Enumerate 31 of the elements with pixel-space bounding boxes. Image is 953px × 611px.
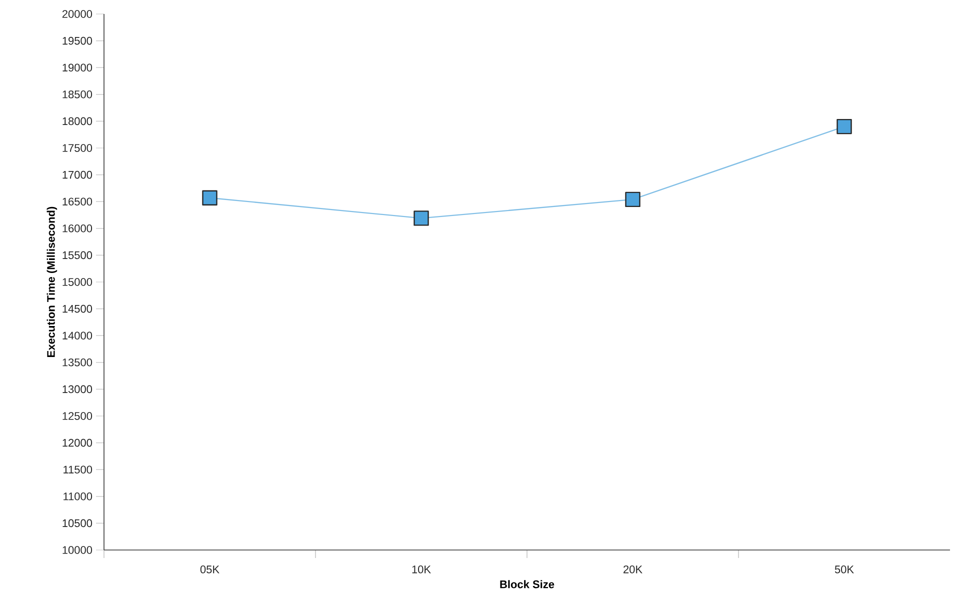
y-tick-label: 10500: [62, 519, 92, 528]
point: [625, 192, 640, 208]
y-tick-label: 15000: [62, 278, 92, 286]
y-tick-label: 19000: [62, 64, 92, 72]
x-tick-label: 05K: [200, 566, 220, 574]
y-tick-label: 11000: [64, 492, 92, 500]
y-tick-label: 15500: [62, 251, 92, 260]
y-tick-label: 14500: [62, 304, 92, 313]
y-tick-label: 12500: [62, 412, 92, 420]
y-tick-label: 10000: [62, 546, 92, 554]
point: [202, 190, 218, 206]
y-tick-label: 17500: [62, 144, 92, 152]
x-axis-title: Block Size: [500, 580, 554, 588]
y-tick-label: 20000: [62, 10, 92, 18]
y-tick-label: 12000: [62, 438, 92, 447]
y-tick-label: 13500: [62, 358, 92, 366]
y-tick-label: 19500: [62, 36, 92, 45]
y-tick-label: 16500: [62, 198, 92, 206]
y-tick-label: 16000: [62, 224, 92, 232]
y-tick-label: 14000: [62, 332, 92, 340]
x-tick-label: 10K: [412, 566, 431, 574]
x-tick-label: 20K: [624, 566, 642, 574]
y-tick-label: 18500: [62, 90, 92, 98]
y-tick-label: 17000: [62, 170, 92, 179]
point: [836, 118, 852, 134]
x-tick-label: 50K: [834, 566, 854, 574]
y-axis-title: Execution Time (Millisecond): [46, 206, 58, 357]
point: [414, 210, 429, 226]
y-tick-label: 18000: [62, 117, 92, 126]
y-tick-label: 11500: [64, 466, 92, 474]
y-tick-label: 13000: [62, 385, 92, 394]
